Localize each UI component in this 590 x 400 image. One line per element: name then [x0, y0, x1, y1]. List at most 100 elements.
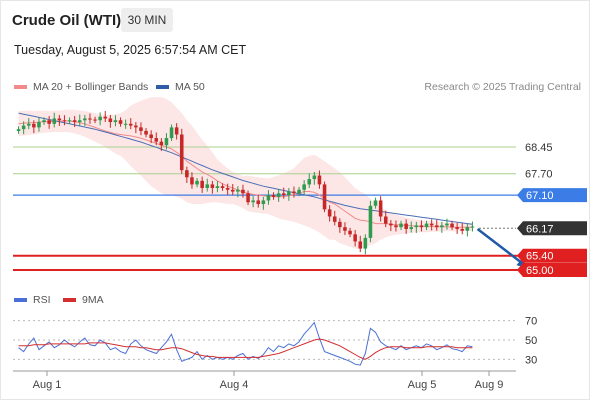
legend-ma50-label: MA 50	[175, 81, 205, 93]
level-badge-65.40	[517, 248, 587, 263]
candle-body	[103, 116, 108, 119]
level-label-67.10: 67.10	[526, 190, 554, 202]
legend-rsi-label: RSI	[33, 294, 51, 306]
candle-body	[251, 200, 255, 203]
candle-body	[190, 177, 194, 185]
interval-button[interactable]: 30 MIN	[121, 8, 173, 32]
x-tick-label-Aug-9: Aug 9	[475, 379, 504, 391]
candle-body	[108, 118, 113, 123]
candle-body	[460, 228, 465, 231]
candle-body	[230, 189, 235, 192]
candle-body	[327, 209, 332, 217]
candle-body	[292, 191, 296, 194]
candle-body	[185, 170, 189, 178]
candle-body	[394, 225, 398, 228]
rsi-line	[18, 321, 473, 366]
candle-body	[179, 134, 184, 171]
candle-body	[317, 175, 322, 185]
legend-ma20: MA 20 + Bollinger Bands	[14, 81, 148, 93]
candle-body	[225, 187, 230, 190]
candle-body	[368, 205, 373, 238]
candle-body	[322, 184, 327, 210]
candle-body	[419, 225, 424, 228]
ma20-line	[18, 120, 473, 228]
candle-body	[338, 221, 342, 228]
candle-body	[271, 195, 276, 197]
candle-body	[174, 127, 179, 135]
forecast-arrow	[476, 227, 525, 266]
ma20-swatch-icon	[14, 85, 27, 89]
candle-body	[210, 184, 215, 188]
candle-body	[139, 127, 143, 131]
candle-body	[200, 180, 204, 188]
candle-body	[297, 189, 301, 194]
candle-body	[16, 129, 21, 131]
candle-body	[220, 186, 225, 188]
legend-rsi-ma-label: 9MA	[82, 294, 104, 306]
x-tick-label-Aug-1: Aug 1	[33, 379, 62, 391]
candle-body	[134, 125, 138, 128]
rsi-swatch-icon	[14, 298, 27, 302]
candle-body	[465, 227, 470, 231]
candle-body	[434, 225, 439, 228]
candle-body	[414, 225, 419, 228]
ma50-line	[18, 112, 473, 225]
candle-body	[383, 216, 388, 224]
candle-body	[154, 138, 159, 142]
candle-body	[159, 141, 164, 146]
candle-body	[113, 120, 118, 123]
candle-body	[445, 223, 449, 226]
candle-body	[266, 195, 271, 201]
candle-body	[373, 200, 378, 206]
candle-body	[389, 223, 393, 226]
level-label-66.17: 66.17	[526, 223, 554, 235]
candle-body	[261, 200, 266, 205]
candle-body	[302, 184, 306, 190]
research-credit: Research © 2025 Trading Central	[424, 81, 581, 93]
bollinger-band	[18, 97, 473, 249]
rsi-tick-50: 50	[525, 335, 537, 347]
candle-body	[455, 227, 459, 229]
candle-body	[144, 130, 148, 135]
candle-body	[358, 241, 363, 249]
x-tick-label-Aug-5: Aug 5	[408, 379, 437, 391]
candle-body	[281, 193, 286, 196]
x-tick-label-Aug-4: Aug 4	[220, 379, 249, 391]
candle-body	[98, 116, 102, 121]
candle-body	[378, 200, 383, 217]
candle-body	[332, 216, 337, 222]
candle-body	[276, 193, 281, 197]
candle-body	[123, 123, 128, 125]
candle-body	[440, 225, 444, 228]
timestamp: Tuesday, August 5, 2025 6:57:54 AM CET	[14, 43, 247, 57]
candle-body	[37, 122, 41, 128]
candle-body	[409, 227, 414, 229]
candle-body	[52, 118, 57, 124]
candle-body	[26, 123, 31, 126]
candle-body	[256, 200, 261, 205]
candle-body	[88, 118, 92, 120]
candle-body	[246, 193, 250, 203]
level-label-65.40: 65.40	[526, 251, 554, 263]
candle-body	[343, 227, 347, 231]
candles	[16, 110, 475, 255]
candle-body	[72, 120, 77, 123]
candle-body	[67, 120, 72, 122]
candle-body	[77, 120, 82, 123]
level-badge-67.10	[517, 188, 587, 203]
candle-body	[429, 223, 434, 226]
candle-body	[118, 120, 123, 124]
level-badge-65.00	[517, 262, 587, 277]
candle-body	[241, 189, 245, 194]
candle-body	[450, 223, 454, 228]
candle-body	[215, 186, 220, 188]
rsi-ma-line	[18, 338, 473, 360]
legend-rsi-ma: 9MA	[63, 294, 104, 306]
candle-body	[21, 125, 26, 130]
candle-body	[348, 230, 352, 235]
level-badge-66.17	[517, 221, 587, 236]
candle-body	[287, 191, 291, 196]
legend-rsi: RSI	[14, 294, 51, 306]
candle-body	[128, 123, 133, 126]
